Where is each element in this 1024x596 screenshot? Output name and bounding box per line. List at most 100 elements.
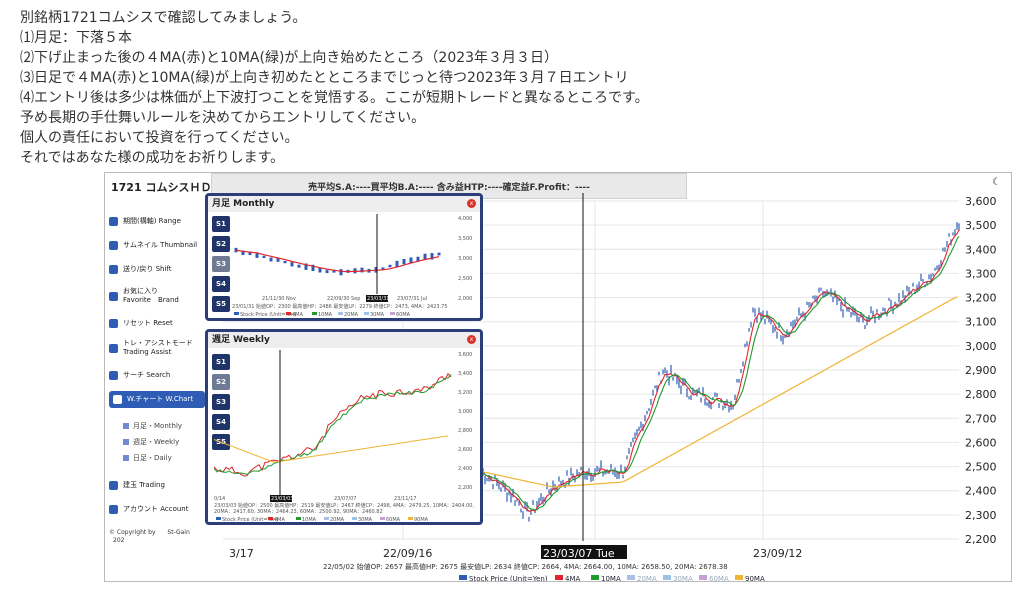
legend-swatch (408, 517, 413, 520)
legend-label: 30MA (358, 517, 373, 523)
candle (283, 260, 287, 264)
legend-swatch (591, 575, 599, 580)
s1-button[interactable]: S1 (212, 216, 230, 232)
y-tick-label: 2,800 (965, 388, 997, 401)
weekly-panel: 週足 Weekly x S1 S2 S3 S4 S5 3,600 3,400 3,2… (205, 329, 483, 525)
brand-title: 1721 コムシスＨＤ (111, 181, 212, 194)
legend-swatch (296, 517, 301, 520)
candle (339, 269, 343, 276)
ma90-line (214, 435, 449, 463)
intro-line: 予め長期の手仕舞いルールを決めてからエントリしてください。 (20, 110, 426, 126)
x-tick-label: 23/09/12 (753, 547, 802, 560)
intro-line: ⑴月足：下落５本 (20, 30, 132, 46)
x-axis: 3/17 22/09/16 23/03/07 Tue 23/09/12 (229, 545, 802, 560)
ma10-line (480, 235, 960, 511)
s4-button[interactable]: S4 (212, 276, 230, 292)
candle (430, 253, 434, 260)
close-icon[interactable]: x (467, 199, 476, 208)
s2-button[interactable]: S2 (212, 236, 230, 252)
intro-line: ⑶日足で４MA(赤)と10MA(緑)が上向き初めたとところまでじっと待つ2023… (20, 70, 629, 86)
legend-label: 10MA (318, 312, 333, 318)
y-tick-label: 3,500 (965, 219, 997, 232)
sidebar-item-search[interactable]: サーチ Search (109, 371, 205, 380)
chart-series (480, 222, 960, 522)
legend-label: 30MA (673, 575, 693, 582)
sidebar-subitem-monthly[interactable]: 月足・Monthly (123, 421, 182, 431)
y-axis: 3,600 3,400 3,200 3,000 2,800 2,600 2,400 2,200 (458, 352, 472, 491)
candle (269, 257, 273, 262)
ma4-line (235, 249, 440, 273)
x-tick-label: 22/09/30 Sep (327, 296, 360, 302)
legend-label: 60MA (386, 517, 401, 523)
legend-label: 90MA (745, 575, 765, 582)
chart-icon (109, 241, 118, 250)
legend-label: 20MA (637, 575, 657, 582)
sidebar-item-wchart[interactable]: W.チャート W.Chart (109, 391, 205, 408)
s5-button[interactable]: S5 (212, 296, 230, 312)
y-tick-label: 2,900 (965, 364, 997, 377)
monthly-chart[interactable]: 4,000 3,500 3,000 2,500 2,000 21/11/30 N… (232, 214, 480, 318)
legend-swatch (338, 312, 343, 315)
y-tick-label: 3,200 (458, 390, 472, 396)
s1-button[interactable]: S1 (212, 354, 230, 370)
legend-label: 20MA (344, 312, 359, 318)
intro-line: ⑵下げ止まった後の４MA(赤)と10MA(緑)が上向き始めたところ（2023年３… (20, 50, 559, 66)
cursor-date-label: 23/03/07 Tue (543, 547, 615, 560)
sidebar-item-favorite[interactable]: お気に入り Favorite Brand (109, 287, 205, 305)
candle (304, 263, 308, 270)
candle (290, 262, 294, 267)
y-tick-label: 2,200 (965, 533, 997, 546)
candle (276, 258, 280, 262)
weekly-chart[interactable]: 3,600 3,400 3,200 3,000 2,800 2,600 2,400 2,200… (214, 350, 480, 524)
chart-icon (123, 439, 129, 445)
cursor-date-bg (366, 295, 388, 302)
y-tick-label: 3,100 (965, 316, 997, 329)
ma4-line (480, 229, 960, 513)
legend-label: 4MA (274, 517, 285, 523)
y-tick-label: 3,000 (458, 409, 472, 415)
intro-text: 別銘柄1721コムシスで確認してみましょう。 ⑴月足：下落５本 ⑵下げ止まった後… (20, 8, 1010, 168)
chart-icon (109, 343, 118, 353)
close-icon[interactable]: x (467, 335, 476, 344)
ma90-line (480, 296, 958, 488)
candle (262, 255, 266, 259)
s3-button[interactable]: S3 (212, 394, 230, 410)
y-tick-label: 2,600 (965, 436, 997, 449)
sidebar-item-shift[interactable]: 送り/戻り Shift (109, 265, 205, 274)
chart-icon (109, 291, 118, 301)
dark-mode-icon[interactable]: ☾ (992, 177, 1001, 188)
x-tick-label: 23/07/31 Jul (397, 296, 427, 302)
sidebar-subitem-daily[interactable]: 日足・Daily (123, 453, 172, 463)
panel-title: 週足 Weekly (208, 332, 480, 348)
s3-button[interactable]: S3 (212, 256, 230, 272)
legend-swatch (312, 312, 317, 315)
s4-button[interactable]: S4 (212, 414, 230, 430)
legend-swatch (234, 312, 239, 315)
sidebar-item-trading-assist[interactable]: トレ・アシストモード Trading Assist (109, 339, 205, 357)
sidebar-item-range[interactable]: 期間(構軸) Range (109, 217, 205, 226)
candle (402, 258, 406, 265)
panel-title: 月足 Monthly (208, 196, 480, 212)
ma10-line (214, 374, 452, 475)
sidebar-subitem-weekly[interactable]: 週足・Weekly (123, 437, 179, 447)
sidebar-item-thumbnail[interactable]: サムネイル Thumbnail (109, 241, 205, 250)
candle (325, 270, 329, 274)
legend-swatch (390, 312, 395, 315)
copyright: © Copyright by St-Gain 202 (109, 529, 190, 544)
y-tick-label: 2,800 (458, 428, 472, 434)
refresh-icon (109, 319, 118, 328)
legend-label: 10MA (601, 575, 621, 582)
sidebar-item-reset[interactable]: リセット Reset (109, 319, 205, 328)
ohlc-info: 23/03/03 始値OP：2500 最高値HP：2519 最安値LP：2467… (214, 502, 474, 509)
legend-swatch (459, 575, 467, 580)
s2-button[interactable]: S2 (212, 374, 230, 390)
calendar-icon (109, 217, 118, 226)
sidebar-item-account[interactable]: アカウント Account (109, 505, 205, 514)
x-tick-label: 21/11/30 Nov (262, 296, 296, 302)
legend-label: 30MA (370, 312, 385, 318)
user-icon (109, 505, 118, 514)
cursor-date-bg (270, 495, 292, 502)
sidebar-item-trading[interactable]: 建玉 Trading (109, 481, 205, 490)
